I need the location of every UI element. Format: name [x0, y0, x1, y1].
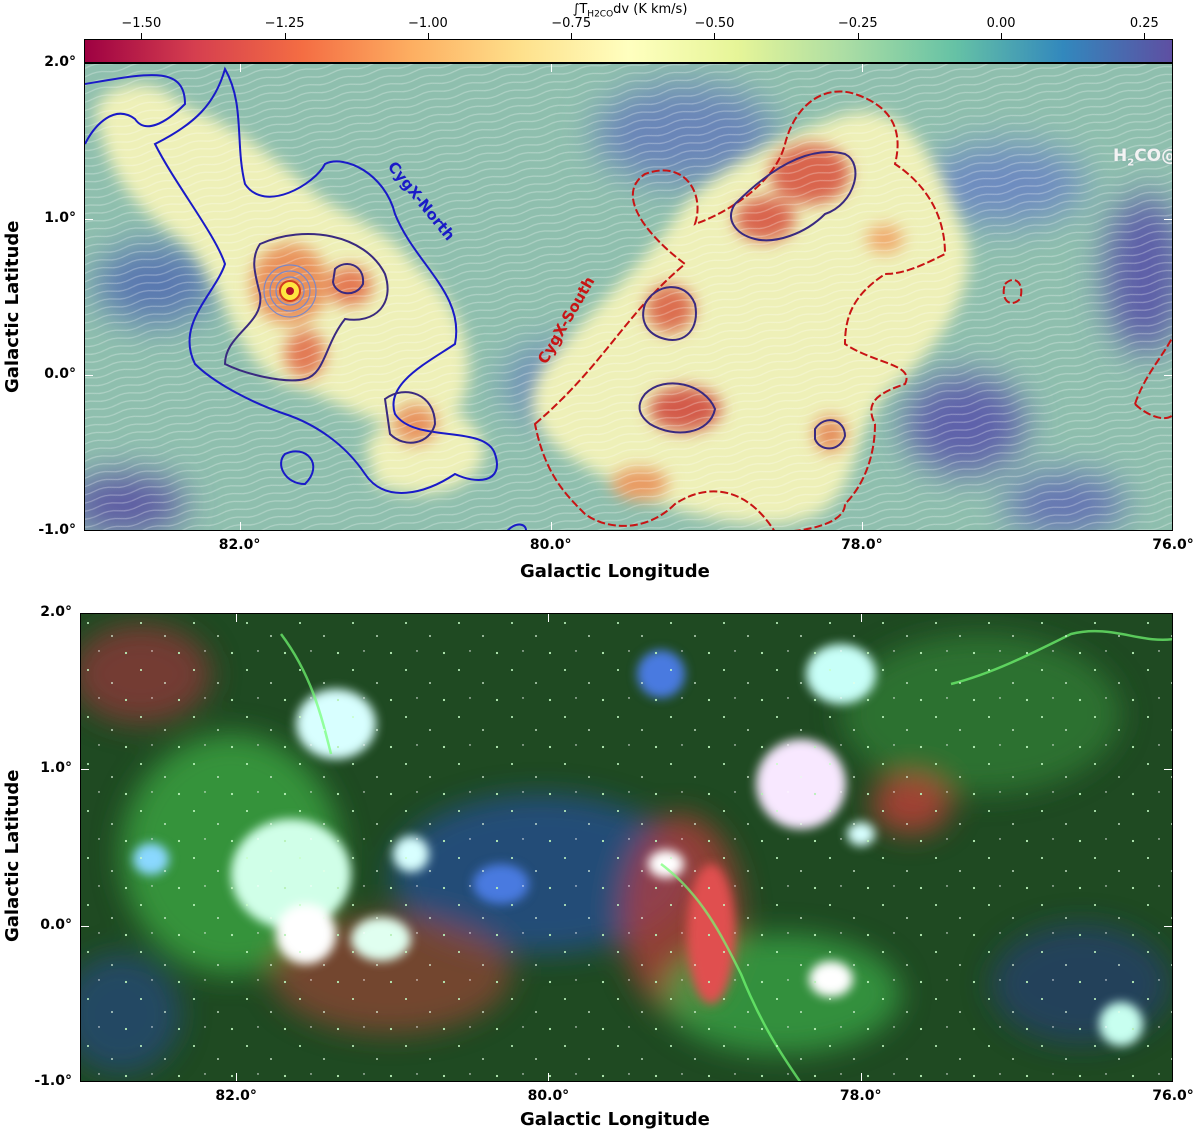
x-tickmark: [236, 614, 238, 622]
colorbar: [84, 39, 1173, 63]
y-tickmark: [1164, 375, 1172, 376]
x-tick-label: 80.0°: [527, 1088, 570, 1104]
x-tickmark: [860, 1073, 862, 1081]
x-tickmark: [550, 64, 552, 72]
rgb-composite-image: [81, 614, 1172, 1081]
colorbar-tick: [1144, 33, 1146, 39]
colorbar-title: ∫TH2COdv (K km/s): [480, 2, 780, 20]
x-tickmark: [239, 64, 241, 72]
y-tick-label: -1.0°: [38, 522, 76, 538]
x-tick-label: 76.0°: [1152, 1088, 1194, 1104]
colorbar-title-rest: dv (K km/s): [613, 2, 688, 17]
x-tick-label: 82.0°: [215, 1088, 257, 1104]
x-tickmark: [550, 522, 552, 530]
colorbar-tick-label: −0.25: [837, 16, 878, 31]
y-tickmark: [81, 925, 89, 927]
colorbar-title-main: ∫T: [572, 2, 588, 17]
tracer-label-rest: CO@10.8′: [1134, 146, 1172, 166]
colorbar-tick: [571, 33, 573, 39]
colorbar-tick-label: −0.50: [694, 16, 735, 31]
x-tickmark: [548, 1073, 550, 1081]
y-tick-label: 0.0°: [40, 916, 72, 933]
x-tick-label: 78.0°: [841, 537, 883, 553]
bottom-ylabel: Galactic Latitude: [2, 769, 23, 942]
y-tickmark: [1164, 219, 1172, 220]
bottom-xlabel: Galactic Longitude: [520, 1109, 710, 1130]
colorbar-tick-label: −0.75: [551, 16, 592, 31]
colorbar-title-sub: H2CO: [587, 9, 614, 20]
x-tickmark: [548, 614, 550, 622]
colorbar-tick: [427, 33, 429, 39]
colorbar-tick: [714, 33, 716, 39]
y-tick-label: 0.0°: [44, 366, 76, 382]
x-tick-label: 78.0°: [839, 1088, 882, 1104]
y-tick-label: 1.0°: [44, 210, 76, 226]
top-xlabel: Galactic Longitude: [520, 561, 710, 582]
colorbar-tick-label: −1.00: [407, 16, 448, 31]
x-tick-label: 76.0°: [1152, 537, 1194, 553]
y-tickmark: [85, 219, 93, 220]
y-tick-label: 1.0°: [40, 760, 72, 777]
y-tick-label: -1.0°: [34, 1073, 72, 1089]
tracer-label-main: H: [1113, 146, 1128, 166]
y-tickmark: [1164, 769, 1172, 771]
colorbar-tick: [857, 33, 859, 39]
x-tickmark: [236, 1073, 238, 1081]
x-tickmark: [860, 614, 862, 622]
colorbar-tick-label: 0.00: [986, 16, 1016, 31]
colorbar-tick-label: −1.50: [121, 16, 162, 31]
colorbar-tick: [141, 33, 143, 39]
colorbar-tick-label: 0.25: [1129, 16, 1159, 31]
y-tickmark: [85, 375, 93, 376]
rgb-composite-panel: [80, 613, 1173, 1082]
colorbar-tick: [284, 33, 286, 39]
y-tickmark: [81, 769, 89, 771]
h2co-map-panel: H2CO@10.8′ CygX-North CygX-South: [84, 63, 1173, 531]
top-ylabel: Galactic Latitude: [2, 220, 23, 393]
x-tick-label: 82.0°: [218, 537, 261, 553]
y-tickmark: [1164, 925, 1172, 927]
x-tickmark: [861, 522, 863, 530]
y-tick-label: 2.0°: [40, 604, 72, 620]
x-tick-label: 80.0°: [529, 537, 572, 553]
x-tickmark: [239, 522, 241, 530]
colorbar-tick-label: −1.25: [264, 16, 305, 31]
x-tickmark: [861, 64, 863, 72]
h2co-map-image: [85, 64, 1172, 530]
tracer-label: H2CO@10.8′: [1113, 146, 1172, 169]
y-tick-label: 2.0°: [44, 54, 76, 70]
colorbar-tick: [1001, 33, 1003, 39]
tracer-label-sub: 2: [1127, 157, 1135, 169]
